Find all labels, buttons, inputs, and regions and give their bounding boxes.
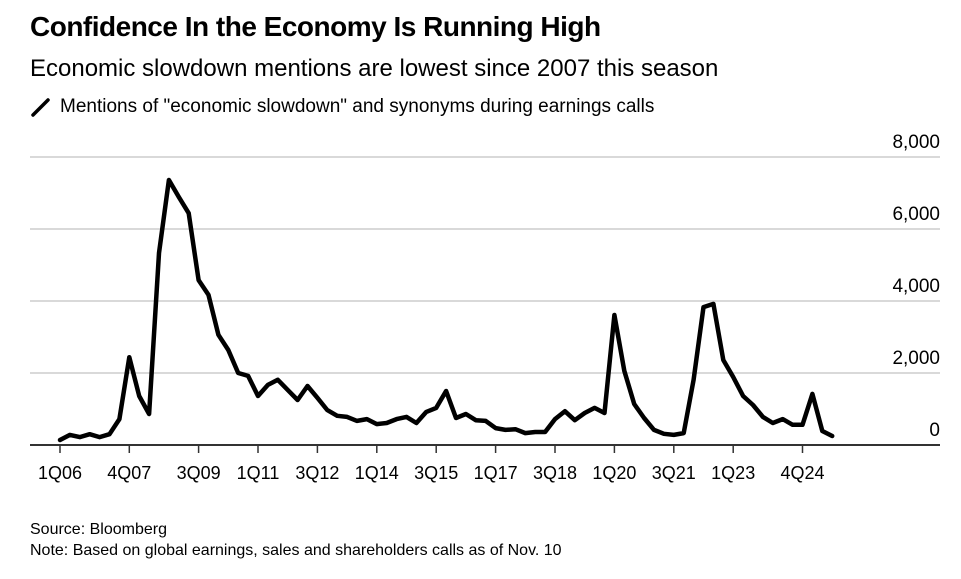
x-tick-label: 1Q17 <box>474 463 518 483</box>
chart-subtitle: Economic slowdown mentions are lowest si… <box>30 55 719 82</box>
x-axis: 1Q06 4Q07 3Q09 1Q11 3Q12 1Q14 3Q15 1Q17 3Q18 1Q20… <box>30 444 940 483</box>
x-tick-label: 1Q23 <box>711 463 755 483</box>
x-tick-label: 3Q09 <box>177 463 221 483</box>
x-tick-label: 1Q11 <box>237 463 280 483</box>
x-tick-label: 3Q12 <box>295 463 339 483</box>
x-tick-label: 3Q18 <box>533 463 577 483</box>
y-tick-label: 4,000 <box>892 276 940 297</box>
series-line <box>57 177 835 443</box>
y-tick-label: 6,000 <box>892 204 940 225</box>
x-tick-label: 1Q20 <box>592 463 636 483</box>
x-tick-label: 3Q15 <box>414 463 458 483</box>
y-tick-label: 8,000 <box>892 132 940 153</box>
line-swatch-icon <box>31 98 50 117</box>
source-note: Source: Bloomberg <box>30 521 167 538</box>
y-tick-label: 0 <box>929 420 940 441</box>
x-tick-label: 1Q06 <box>38 463 82 483</box>
x-tick-label: 4Q07 <box>107 463 151 483</box>
y-tick-label: 2,000 <box>892 348 940 369</box>
x-tick-label: 4Q24 <box>780 463 824 483</box>
x-tick-label: 3Q21 <box>652 463 696 483</box>
legend: Mentions of "economic slowdown" and syno… <box>30 96 654 118</box>
chart-title: Confidence In the Economy Is Running Hig… <box>30 11 601 42</box>
footnote: Note: Based on global earnings, sales an… <box>30 542 562 559</box>
legend-label: Mentions of "economic slowdown" and syno… <box>60 96 655 117</box>
x-tick-label: 1Q14 <box>355 463 399 483</box>
y-axis-labels: 0 2,000 4,000 6,000 8,000 <box>892 132 940 441</box>
gridlines <box>30 156 940 374</box>
series-layer <box>57 177 835 443</box>
